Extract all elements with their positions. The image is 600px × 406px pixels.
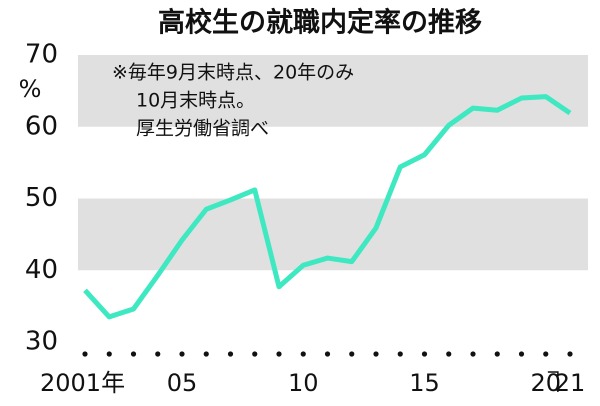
x-tick-dot <box>567 351 573 357</box>
x-tick-dot <box>494 351 500 357</box>
x-tick-dot <box>397 351 403 357</box>
y-tick-label: 40 <box>25 255 58 285</box>
x-tick-dot <box>82 351 88 357</box>
x-tick-label: 21 <box>555 369 586 397</box>
x-tick-dot <box>543 351 549 357</box>
label-bracket <box>547 371 559 392</box>
x-tick-label: 15 <box>409 369 440 397</box>
x-tick-dot <box>300 351 306 357</box>
y-axis-unit: % <box>19 75 42 103</box>
x-tick-dot <box>179 351 185 357</box>
x-tick-label: 20 <box>530 369 561 397</box>
x-tick-dot <box>470 351 476 357</box>
x-tick-dot <box>227 351 234 357</box>
x-tick-dot <box>130 351 137 357</box>
chart-title: 高校生の就職内定率の推移 <box>158 7 482 39</box>
y-tick-label: 50 <box>25 183 58 213</box>
x-tick-dot <box>446 351 452 357</box>
x-tick-dot <box>518 351 525 357</box>
x-tick-dot <box>324 351 331 357</box>
x-tick-dot <box>349 351 355 357</box>
x-tick-dot <box>421 351 428 357</box>
data-line <box>83 94 572 320</box>
grid-band <box>78 55 588 127</box>
y-tick-label: 70 <box>25 40 58 70</box>
x-tick-dot <box>276 351 282 357</box>
x-tick-dot <box>203 351 209 357</box>
x-tick-label: 10 <box>288 369 319 397</box>
x-tick-dot <box>106 351 112 357</box>
x-tick-label: 2001年 <box>40 369 125 397</box>
x-tick-dot <box>155 351 161 357</box>
x-tick-dot <box>373 351 379 357</box>
y-tick-label: 30 <box>25 327 58 357</box>
annotation: ※毎年9月末時点、20年のみ <box>112 62 354 84</box>
y-tick-label: 60 <box>25 111 58 141</box>
annotation: 10月末時点。 <box>136 90 255 112</box>
x-tick-dot <box>252 351 258 357</box>
annotation: 厚生労働省調べ <box>136 118 269 140</box>
x-tick-label: 05 <box>167 369 198 397</box>
